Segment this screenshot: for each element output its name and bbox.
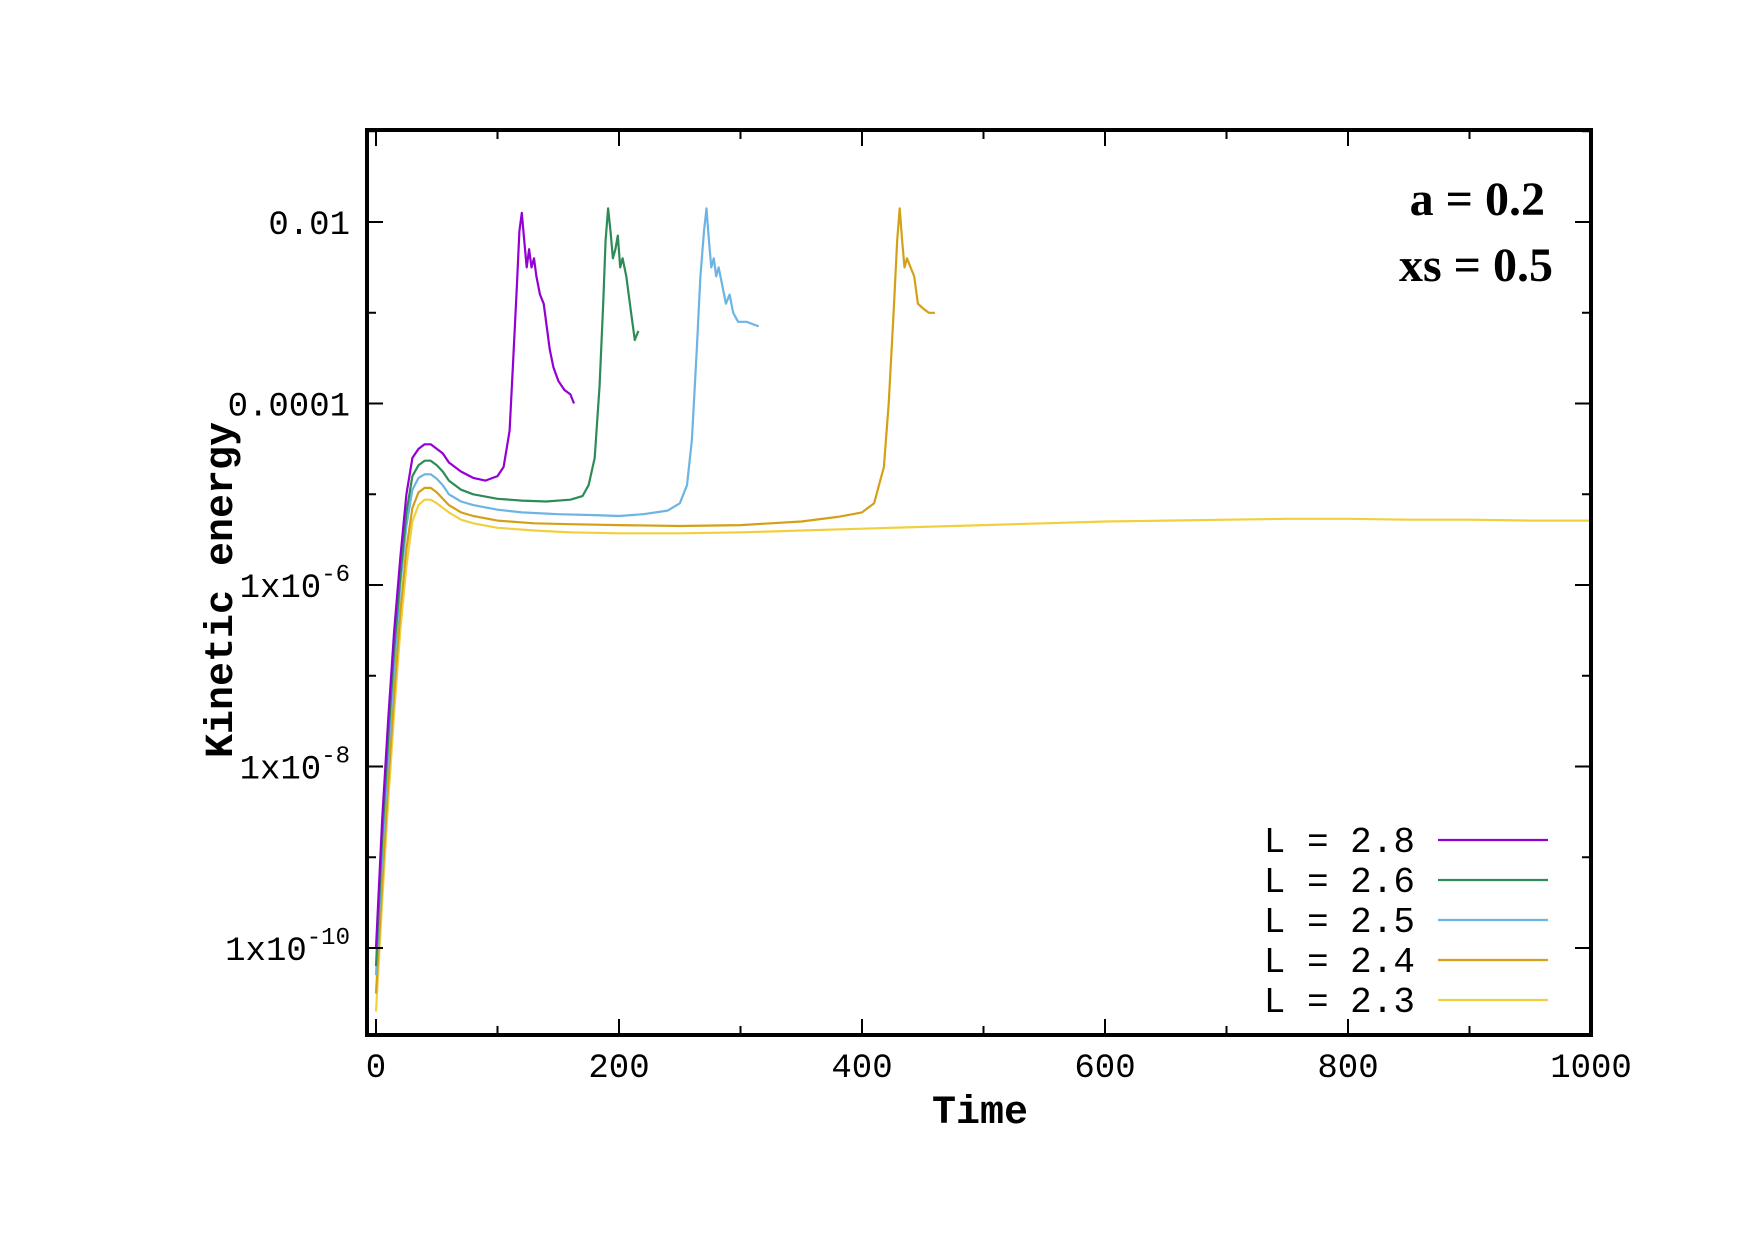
y-tick-label: 1x10-6 (240, 562, 350, 608)
legend: L = 2.8L = 2.6L = 2.5L = 2.4L = 2.3 (1264, 822, 1548, 1023)
x-tick-label: 600 (1074, 1050, 1135, 1088)
legend-label: L = 2.4 (1264, 942, 1415, 983)
legend-label: L = 2.5 (1264, 902, 1415, 943)
y-tick-label: 0.0001 (228, 389, 350, 427)
annotation-a: a = 0.2 (1410, 173, 1545, 226)
legend-label: L = 2.8 (1264, 822, 1415, 863)
x-tick-labels: 0 200 400 600 800 1000 (366, 1050, 1632, 1088)
series-lines (374, 207, 1591, 1012)
series-line (374, 207, 935, 994)
series-line (374, 207, 640, 967)
legend-label: L = 2.3 (1264, 982, 1415, 1023)
x-tick-label: 1000 (1550, 1050, 1632, 1088)
x-tick-label: 0 (366, 1050, 386, 1088)
annotation-xs: xs = 0.5 (1399, 239, 1553, 292)
x-tick-label: 800 (1317, 1050, 1378, 1088)
axis-ticks (367, 130, 1592, 1035)
x-tick-label: 200 (588, 1050, 649, 1088)
y-tick-labels: 0.01 0.0001 1x10-6 1x10-8 1x10-10 (225, 207, 350, 971)
series-line (374, 498, 1591, 1012)
y-tick-label: 0.01 (268, 207, 350, 245)
y-axis-title: Kinetic energy (200, 422, 245, 758)
legend-label: L = 2.6 (1264, 862, 1415, 903)
y-tick-label: 1x10-8 (240, 744, 350, 790)
plot-frame (365, 128, 1593, 1037)
x-axis-title: Time (932, 1091, 1028, 1136)
series-line (374, 211, 576, 949)
y-tick-label: 1x10-10 (225, 925, 350, 971)
x-tick-label: 400 (831, 1050, 892, 1088)
series-line (374, 207, 760, 976)
